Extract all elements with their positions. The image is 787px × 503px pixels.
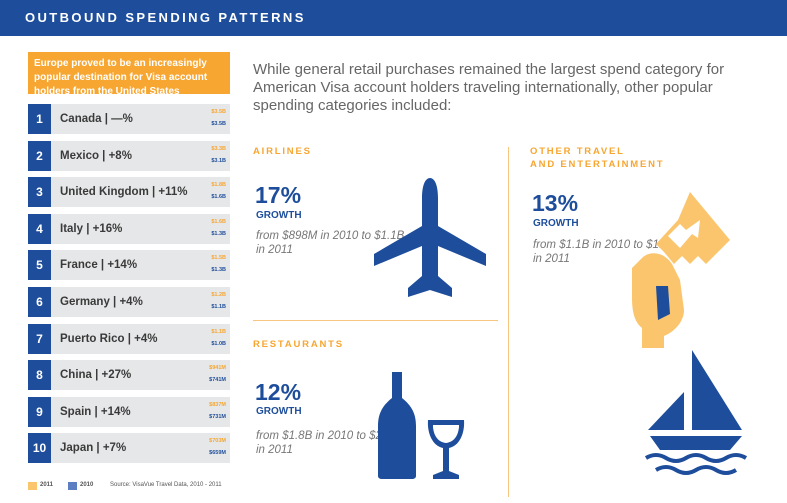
column-divider [508, 147, 509, 497]
source-note: Source: VisaVue Travel Data, 2010 - 2011 [110, 482, 222, 488]
value-2011: $1.8B [211, 182, 226, 189]
value-2011: $1.1B [211, 328, 226, 335]
ticket-icon [632, 192, 730, 348]
value-2011: $3.3B [211, 145, 226, 152]
ranking-row: 7 Puerto Rico | +4% $1.1B $1.0B [28, 323, 230, 354]
value-2011: $941M [209, 365, 226, 372]
value-2010: $1.3B [211, 230, 226, 237]
value-2011: $3.5B [211, 109, 226, 115]
value-2010: $3.1B [211, 157, 226, 164]
rank-number: 5 [28, 250, 51, 281]
restaurants-percent: 12% [255, 379, 302, 405]
ranking-row: 10 Japan | +7% $703M $659M [28, 433, 230, 464]
airlines-description: from $898M in 2010 to $1.1B in 2011 [256, 230, 405, 256]
rank-number: 3 [28, 177, 51, 208]
country-label: China | +27% [60, 369, 132, 382]
sailboat-icon [644, 350, 748, 475]
country-label: Italy | +16% [60, 222, 123, 235]
restaurants-description: from $1.8B in 2010 to $2.0B in 2011 [256, 430, 400, 456]
rank-number: 8 [28, 360, 51, 391]
rank-number: 7 [28, 323, 51, 354]
value-2010: $1.1B [211, 303, 226, 310]
legend-label-2010: 2010 [80, 482, 94, 488]
value-2010: $1.3B [211, 267, 226, 274]
airlines-percent: 17% [255, 182, 302, 208]
other-label-line2: AND ENTERTAINMENT [530, 159, 665, 170]
legend-swatch-2010 [68, 482, 77, 490]
ranking-row: 4 Italy | +16% $1.6B $1.3B [28, 213, 230, 244]
value-2010: $3.5B [211, 121, 226, 127]
country-label: Mexico | +8% [60, 149, 132, 162]
airlines-label: AIRLINES [253, 146, 312, 157]
airlines-growth-label: GROWTH [256, 210, 302, 221]
ranking-row: 9 Spain | +14% $837M $731M [28, 396, 230, 427]
destination-ranking: Europe proved to be an increasingly popu… [28, 52, 230, 470]
rank-number: 4 [28, 213, 51, 244]
country-label: Puerto Rico | +4% [60, 332, 158, 345]
wine-icon [378, 372, 465, 479]
rank-number: 2 [28, 140, 51, 171]
header-bar: OUTBOUND SPENDING PATTERNS [0, 0, 787, 36]
ranking-heading: Europe proved to be an increasingly popu… [28, 52, 230, 97]
country-label: Canada | —% [60, 113, 133, 125]
rank-number: 9 [28, 396, 51, 427]
airplane-icon [374, 178, 486, 297]
other-label-line1: OTHER TRAVEL [530, 146, 625, 157]
restaurants-label: RESTAURANTS [253, 339, 344, 350]
country-label: Spain | +14% [60, 405, 131, 418]
legend-swatch-2011 [28, 482, 37, 490]
ranking-row: 6 Germany | +4% $1.2B $1.1B [28, 286, 230, 317]
ranking-row: 1 Canada | —% $3.5B $3.5B [28, 104, 230, 134]
country-label: Japan | +7% [60, 442, 127, 455]
value-2011: $703M [209, 438, 226, 445]
country-label: France | +14% [60, 259, 138, 272]
value-2010: $731M [209, 413, 226, 420]
value-2011: $1.5B [211, 255, 226, 262]
page-title: OUTBOUND SPENDING PATTERNS [25, 10, 306, 25]
other-description: from $1.1B in 2010 to $1.2B in 2011 [533, 239, 677, 265]
ranking-row: 2 Mexico | +8% $3.3B $3.1B [28, 140, 230, 171]
other-percent: 13% [532, 190, 579, 216]
legend: 2011 2010 Source: VisaVue Travel Data, 2… [28, 481, 268, 493]
other-growth-label: GROWTH [533, 218, 579, 229]
section-divider [253, 320, 498, 321]
value-2011: $1.2B [211, 291, 226, 298]
rank-number: 6 [28, 286, 51, 317]
value-2010: $1.6B [211, 194, 226, 201]
ranking-row: 5 France | +14% $1.5B $1.3B [28, 250, 230, 281]
country-label: United Kingdom | +11% [60, 186, 188, 199]
country-label: Germany | +4% [60, 295, 143, 308]
rank-number: 1 [28, 104, 51, 134]
value-2010: $1.0B [211, 340, 226, 347]
value-2010: $741M [209, 377, 226, 384]
ranking-row: 3 United Kingdom | +11% $1.8B $1.6B [28, 177, 230, 208]
restaurants-growth-label: GROWTH [256, 406, 302, 417]
legend-label-2011: 2011 [40, 482, 54, 488]
rank-number: 10 [28, 433, 51, 464]
ranking-row: 8 China | +27% $941M $741M [28, 360, 230, 391]
intro-text: While general retail purchases remained … [253, 61, 725, 114]
value-2011: $837M [209, 401, 226, 408]
value-2010: $659M [209, 450, 226, 457]
value-2011: $1.6B [211, 218, 226, 225]
ranking-list: 1 Canada | —% $3.5B $3.5B 2 Mexico | +8% $3.3B… [28, 104, 230, 464]
